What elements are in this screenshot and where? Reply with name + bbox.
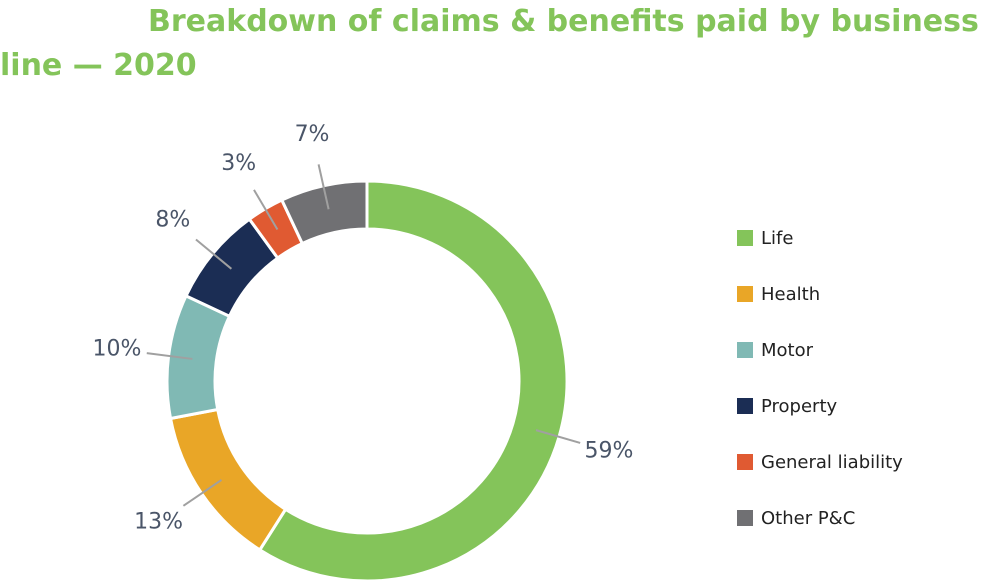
legend-swatch bbox=[737, 454, 753, 470]
legend-swatch bbox=[737, 398, 753, 414]
legend-label: Property bbox=[761, 396, 838, 417]
leader-line bbox=[146, 352, 193, 360]
data-label: 13% bbox=[134, 510, 183, 535]
legend-label: Motor bbox=[761, 340, 814, 361]
data-label: 10% bbox=[93, 336, 142, 361]
legend-swatch bbox=[737, 342, 753, 358]
legend-swatch bbox=[737, 286, 753, 302]
legend-label: Life bbox=[761, 228, 793, 249]
data-label: 7% bbox=[295, 122, 330, 147]
data-label: 8% bbox=[155, 207, 190, 232]
data-label: 59% bbox=[585, 438, 634, 463]
donut-segment bbox=[257, 179, 569, 583]
leader-line bbox=[317, 164, 330, 210]
data-label: 3% bbox=[221, 151, 256, 176]
donut-segment bbox=[168, 407, 288, 552]
legend-label: Health bbox=[761, 284, 820, 305]
legend-swatch bbox=[737, 230, 753, 246]
legend-label: Other P&C bbox=[761, 508, 855, 529]
legend-label: General liability bbox=[761, 452, 903, 473]
legend-swatch bbox=[737, 510, 753, 526]
leader-line bbox=[195, 238, 233, 270]
chart-title: Breakdown of claims & benefits paid by b… bbox=[0, 4, 979, 83]
leader-line bbox=[535, 429, 581, 444]
donut-segment bbox=[279, 179, 369, 246]
leader-line bbox=[182, 479, 222, 507]
leader-line bbox=[253, 189, 279, 231]
